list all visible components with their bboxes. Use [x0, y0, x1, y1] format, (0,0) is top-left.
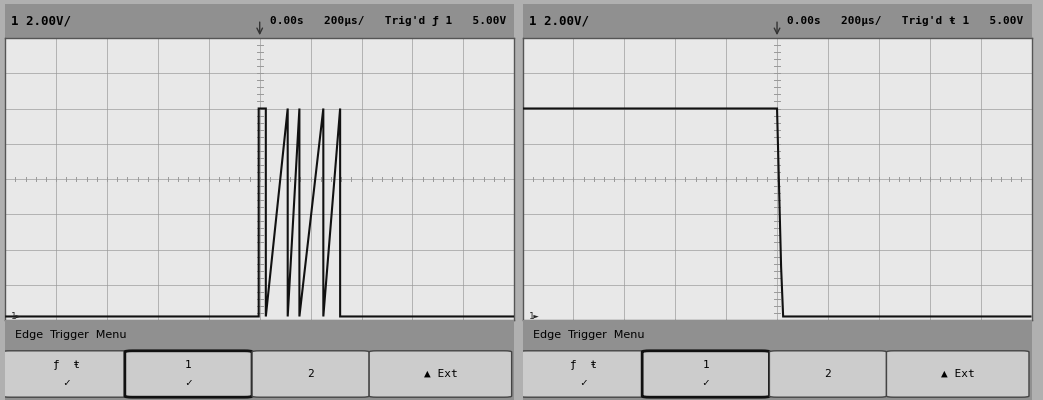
FancyBboxPatch shape	[770, 351, 887, 397]
Text: ▲ Ext: ▲ Ext	[423, 369, 457, 379]
FancyBboxPatch shape	[520, 351, 648, 397]
Text: 1: 1	[702, 360, 709, 370]
FancyBboxPatch shape	[369, 351, 512, 397]
Text: Edge  Trigger  Menu: Edge Trigger Menu	[533, 330, 645, 340]
Text: ✓: ✓	[580, 378, 587, 388]
Text: ƒ  ŧ: ƒ ŧ	[571, 360, 598, 370]
Text: 1: 1	[185, 360, 192, 370]
FancyBboxPatch shape	[125, 351, 252, 397]
Text: 1 2.00V/: 1 2.00V/	[11, 14, 71, 28]
Text: 1 2.00V/: 1 2.00V/	[529, 14, 588, 28]
Text: 0.00s   200µs/   Trig'd ƒ 1   5.00V: 0.00s 200µs/ Trig'd ƒ 1 5.00V	[270, 16, 506, 26]
Text: ✓: ✓	[63, 378, 70, 388]
Text: 1►: 1►	[529, 312, 539, 321]
Text: Edge  Trigger  Menu: Edge Trigger Menu	[16, 330, 127, 340]
Text: 0.00s   200µs/   Trig'd ŧ 1   5.00V: 0.00s 200µs/ Trig'd ŧ 1 5.00V	[787, 16, 1023, 26]
FancyBboxPatch shape	[252, 351, 369, 397]
FancyBboxPatch shape	[3, 351, 130, 397]
FancyBboxPatch shape	[642, 351, 770, 397]
Text: ✓: ✓	[185, 378, 192, 388]
Text: 2: 2	[308, 369, 314, 379]
Text: ƒ  ŧ: ƒ ŧ	[53, 360, 80, 370]
Text: 1►: 1►	[11, 312, 22, 321]
Text: ▲ Ext: ▲ Ext	[941, 369, 974, 379]
FancyBboxPatch shape	[887, 351, 1029, 397]
Text: 2: 2	[825, 369, 831, 379]
Text: ✓: ✓	[702, 378, 709, 388]
